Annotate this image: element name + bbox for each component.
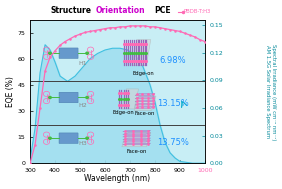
Circle shape	[86, 137, 89, 139]
Text: Edge-on: Edge-on	[113, 110, 135, 115]
Text: 6.98%: 6.98%	[159, 56, 186, 65]
Polygon shape	[122, 132, 151, 147]
Polygon shape	[132, 40, 151, 65]
Text: Face-on: Face-on	[127, 149, 147, 154]
FancyBboxPatch shape	[59, 92, 78, 103]
Text: 13.75%: 13.75%	[157, 138, 189, 147]
Polygon shape	[135, 94, 155, 95]
Text: Structure: Structure	[51, 6, 92, 15]
Circle shape	[86, 96, 89, 99]
Circle shape	[86, 52, 89, 54]
Polygon shape	[123, 138, 151, 139]
Text: Face-on: Face-on	[135, 111, 155, 116]
Text: PCE: PCE	[155, 6, 171, 15]
Polygon shape	[135, 103, 155, 105]
FancyBboxPatch shape	[59, 48, 78, 59]
Y-axis label: Spectral Irradiance (mW cm⁻² nm⁻¹)
AM 1.5G Solar Irradiance Spectrum: Spectral Irradiance (mW cm⁻² nm⁻¹) AM 1.…	[265, 44, 276, 140]
FancyBboxPatch shape	[59, 133, 78, 143]
Polygon shape	[123, 133, 151, 134]
Polygon shape	[122, 89, 138, 109]
Text: PBDB-T:H3: PBDB-T:H3	[184, 9, 211, 14]
Polygon shape	[134, 96, 156, 110]
X-axis label: Wavelength (nm): Wavelength (nm)	[84, 174, 151, 184]
Polygon shape	[135, 100, 155, 102]
Text: H3: H3	[78, 141, 87, 146]
Text: Edge-on: Edge-on	[132, 71, 154, 76]
Text: H1: H1	[78, 61, 87, 67]
Polygon shape	[123, 143, 151, 145]
Circle shape	[49, 96, 51, 99]
Polygon shape	[135, 106, 155, 108]
Polygon shape	[123, 136, 151, 137]
Polygon shape	[135, 97, 155, 99]
Text: H2: H2	[78, 103, 87, 108]
Y-axis label: EQE (%): EQE (%)	[6, 76, 15, 107]
Polygon shape	[123, 130, 151, 132]
Text: Orientation: Orientation	[95, 6, 145, 15]
Text: 13.15%: 13.15%	[157, 99, 188, 108]
Circle shape	[49, 137, 51, 139]
Circle shape	[49, 52, 51, 54]
Polygon shape	[123, 141, 151, 142]
